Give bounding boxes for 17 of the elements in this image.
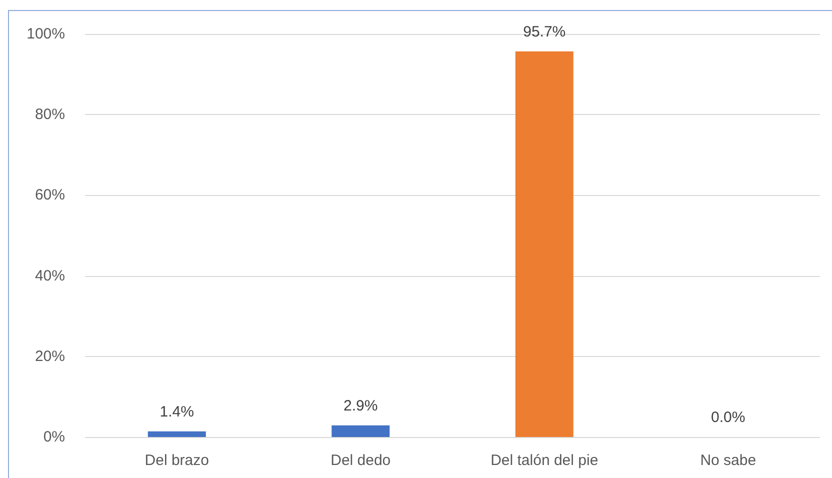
y-tick-label: 0% [43, 428, 65, 446]
x-tick-label: No sabe [700, 452, 756, 469]
bar [515, 51, 574, 437]
data-label: 95.7% [523, 23, 566, 40]
y-tick-label: 80% [34, 106, 65, 124]
bar [332, 425, 390, 437]
x-tick-label: Del dedo [330, 452, 391, 469]
y-tick-label: 40% [34, 267, 65, 284]
y-tick-label: 100% [26, 26, 65, 42]
y-tick-label: 60% [34, 186, 65, 204]
bar [148, 431, 206, 437]
x-tick-label: Del brazo [144, 452, 209, 469]
data-label: 0.0% [711, 409, 746, 426]
data-label: 2.9% [344, 397, 378, 414]
x-tick-label: Del talón del pie [490, 452, 598, 469]
data-label: 1.4% [160, 403, 194, 420]
y-tick-label: 20% [34, 348, 65, 365]
